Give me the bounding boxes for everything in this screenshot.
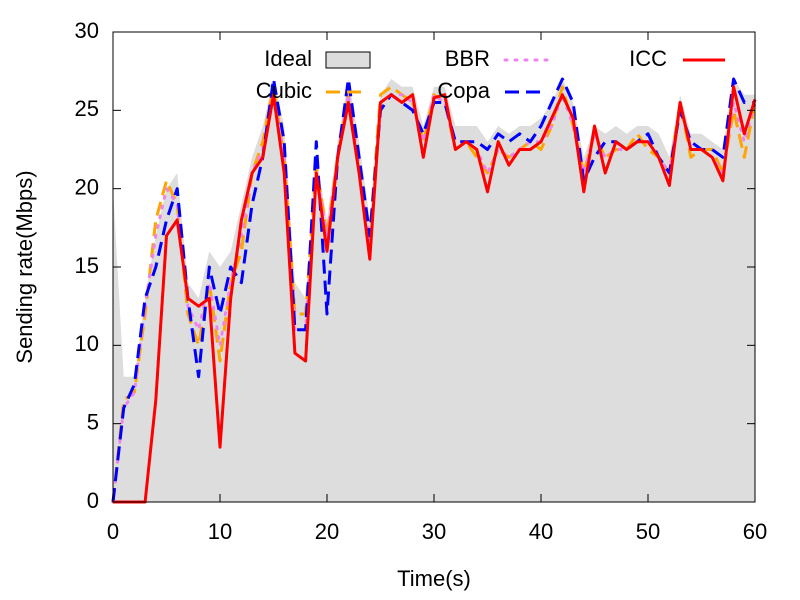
y-axis-label: Sending rate(Mbps) xyxy=(12,170,37,363)
x-tick-label: 0 xyxy=(107,519,119,544)
y-tick-label: 25 xyxy=(75,96,99,121)
x-axis-label: Time(s) xyxy=(397,566,471,591)
y-tick-label: 15 xyxy=(75,253,99,278)
legend-label: Copa xyxy=(437,78,490,103)
x-tick-label: 20 xyxy=(315,519,339,544)
legend-label: Cubic xyxy=(256,78,312,103)
legend-label: Ideal xyxy=(264,46,312,71)
x-tick-label: 10 xyxy=(208,519,232,544)
y-tick-label: 0 xyxy=(87,488,99,513)
legend-swatch xyxy=(325,51,371,69)
y-tick-label: 20 xyxy=(75,174,99,199)
series-line xyxy=(113,85,757,504)
y-tick-label: 30 xyxy=(75,18,99,43)
x-tick-label: 60 xyxy=(743,519,767,544)
y-tick-label: 10 xyxy=(75,331,99,356)
series-line xyxy=(111,85,757,503)
x-tick-label: 40 xyxy=(529,519,553,544)
legend-label: ICC xyxy=(629,46,667,71)
y-tick-label: 5 xyxy=(87,409,99,434)
legend-label: BBR xyxy=(445,46,490,71)
x-tick-label: 50 xyxy=(636,519,660,544)
x-tick-label: 30 xyxy=(422,519,446,544)
ideal-area xyxy=(113,79,755,502)
